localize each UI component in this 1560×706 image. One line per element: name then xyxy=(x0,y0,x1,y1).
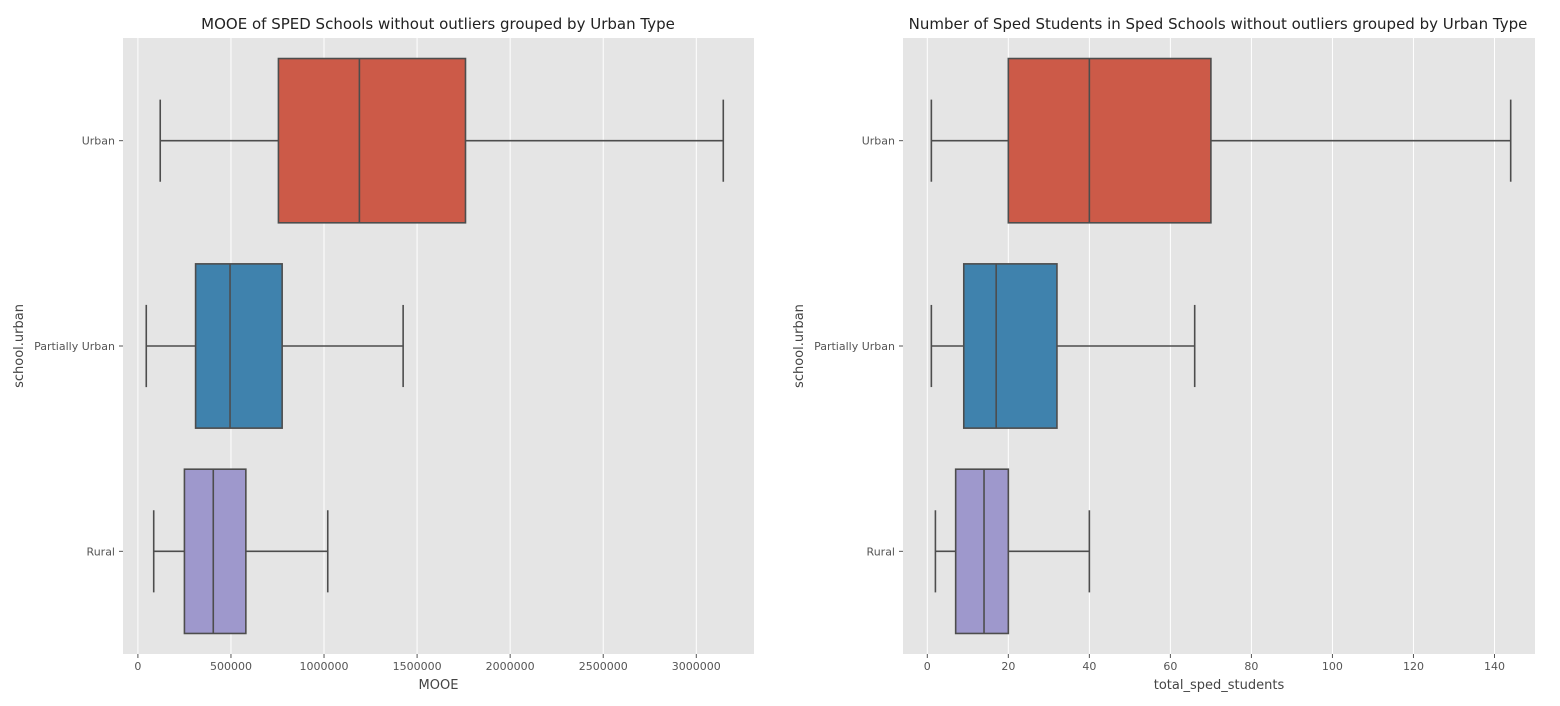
y-tick-label: Urban xyxy=(862,135,895,148)
y-axis-label: school.urban xyxy=(12,304,27,388)
x-tick-label: 140 xyxy=(1484,660,1505,673)
box-urban xyxy=(930,57,1512,224)
chart-title: Number of Sped Students in Sped Schools … xyxy=(909,15,1528,33)
iqr-box xyxy=(1007,57,1212,224)
y-tick-label: Urban xyxy=(82,135,115,148)
box-rural xyxy=(152,468,329,635)
box-urban xyxy=(159,57,725,224)
x-axis-label: MOOE xyxy=(419,678,459,693)
box-rural xyxy=(934,468,1091,635)
y-tick-label: Rural xyxy=(87,545,115,558)
box-partially-urban xyxy=(930,263,1196,429)
x-tick-label: 2000000 xyxy=(486,660,535,673)
iqr-box xyxy=(183,468,247,635)
x-tick-label: 20 xyxy=(1001,660,1015,673)
x-tick-label: 2500000 xyxy=(579,660,628,673)
chart-panel-1: 0 500000 1000000 1500000 2000000 2500000 30000… xyxy=(12,15,754,693)
x-tick-label: 120 xyxy=(1403,660,1424,673)
iqr-box xyxy=(954,468,1010,635)
chart-title: MOOE of SPED Schools without outliers gr… xyxy=(201,15,675,33)
y-tick-label: Partially Urban xyxy=(34,340,115,353)
x-axis-label: total_sped_students xyxy=(1154,678,1285,693)
x-tick-label: 0 xyxy=(134,660,141,673)
x-tick-label: 3000000 xyxy=(672,660,721,673)
x-tick-label: 80 xyxy=(1244,660,1258,673)
box-partially-urban xyxy=(145,263,404,429)
chart-panel-2: 0 20 40 60 80 100 120 140 Urban Partially Urban Ru… xyxy=(792,15,1535,693)
y-tick-label: Rural xyxy=(867,545,895,558)
x-tick-label: 500000 xyxy=(210,660,252,673)
x-tick-label: 1500000 xyxy=(393,660,442,673)
y-tick-label: Partially Urban xyxy=(814,340,895,353)
x-tick-label: 1000000 xyxy=(300,660,349,673)
iqr-box xyxy=(277,57,467,224)
x-tick-label: 60 xyxy=(1163,660,1177,673)
x-tick-label: 0 xyxy=(924,660,931,673)
x-tick-label: 40 xyxy=(1082,660,1096,673)
iqr-box xyxy=(194,263,283,429)
x-tick-label: 100 xyxy=(1322,660,1343,673)
iqr-box xyxy=(962,263,1058,429)
y-axis-label: school.urban xyxy=(792,304,807,388)
